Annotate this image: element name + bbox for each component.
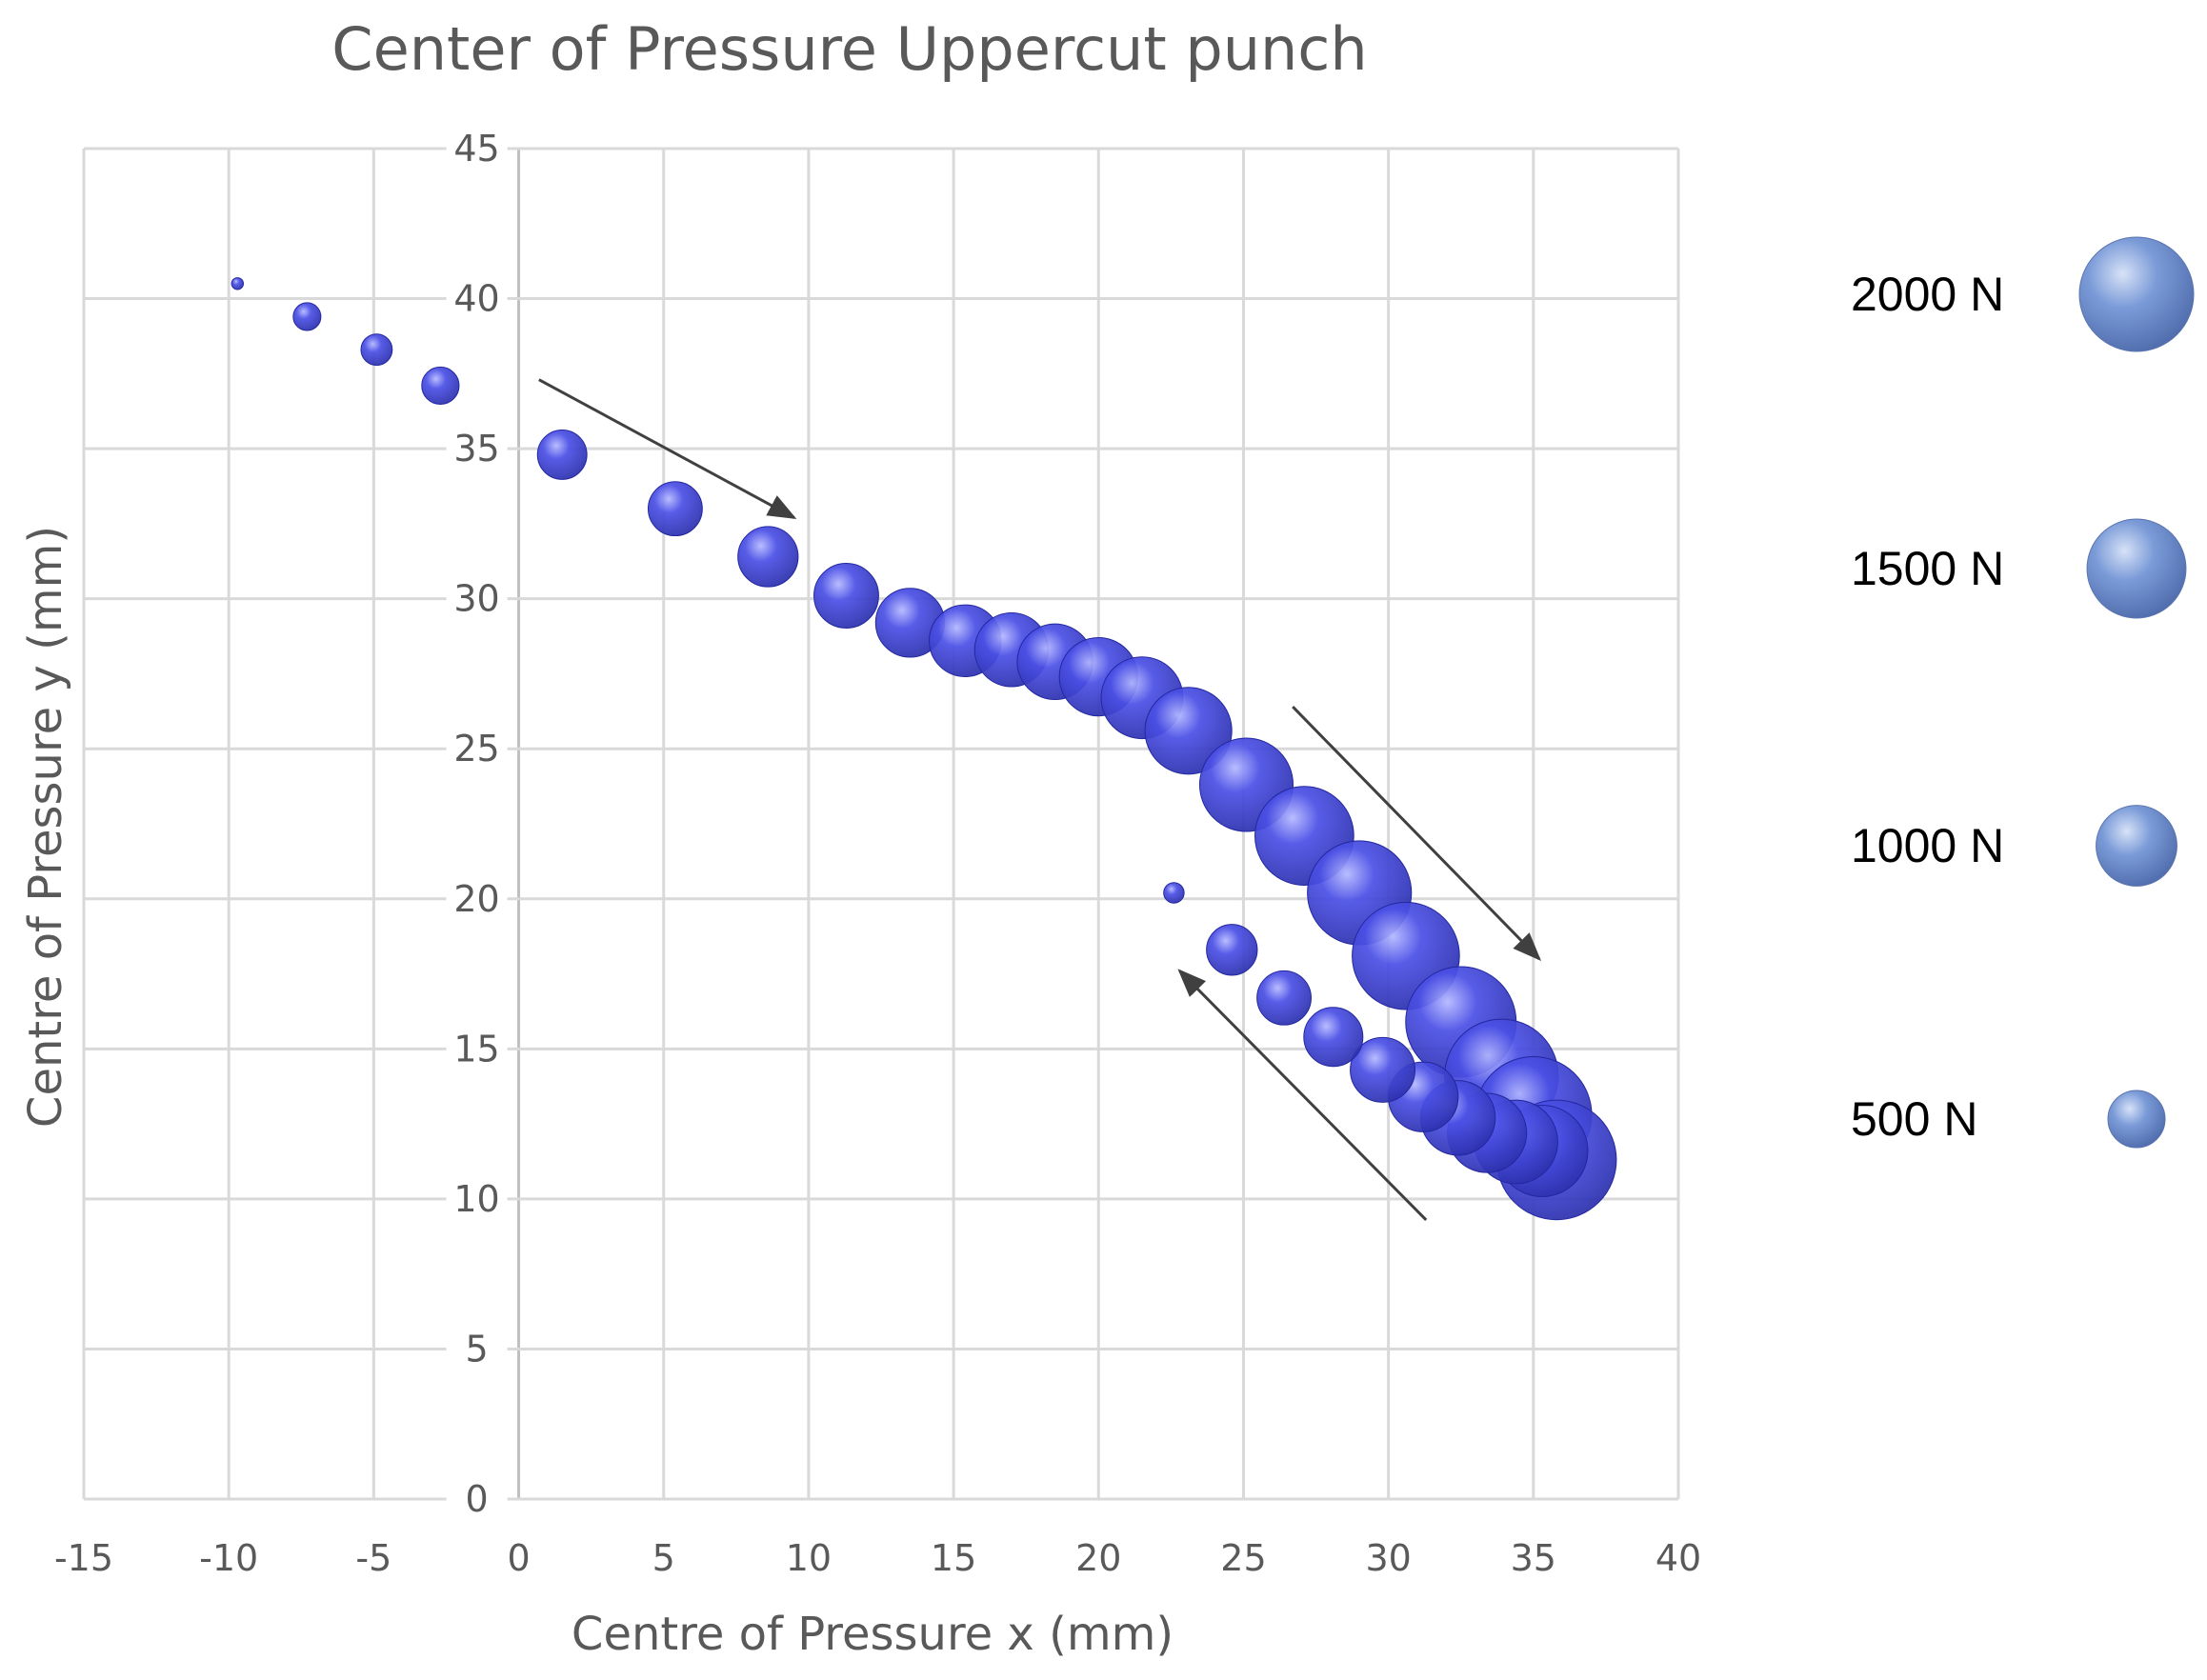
x-tick-label: 15 (931, 1537, 976, 1579)
y-tick-label: 40 (453, 278, 499, 320)
x-tick-label: -10 (199, 1537, 258, 1579)
bubble-point (292, 302, 322, 331)
x-tick-label: 20 (1075, 1537, 1121, 1579)
y-axis-ticks: 0 5 10 15 20 25 30 35 40 45 (446, 128, 508, 1520)
bubble-point (231, 277, 245, 290)
bubble-point (536, 429, 588, 480)
legend-label: 2000 N (1851, 268, 2004, 321)
x-tick-label: 10 (786, 1537, 832, 1579)
x-tick-label: -15 (54, 1537, 113, 1579)
bubble-point (813, 563, 879, 629)
y-tick-label-bg (446, 128, 508, 170)
legend-bubble (2107, 1090, 2166, 1149)
size-legend: 2000 N 1500 N 1000 N 500 N (1851, 236, 2195, 1149)
direction-arrow (538, 378, 797, 520)
bubble-point (421, 366, 460, 406)
y-tick-label: 0 (465, 1478, 488, 1520)
y-tick-label: 45 (453, 128, 499, 170)
direction-arrow (1177, 969, 1428, 1222)
legend-bubble (2078, 236, 2195, 352)
gridlines (82, 147, 1680, 1501)
y-tick-label: 20 (453, 878, 499, 920)
bubble-point (1350, 1036, 1416, 1103)
bubble-point (737, 526, 799, 588)
x-tick-label: 0 (507, 1537, 530, 1579)
bubble-series (231, 277, 1617, 1221)
direction-arrow (1292, 706, 1542, 961)
x-axis-title: Centre of Pressure x (mm) (572, 1608, 1174, 1661)
y-tick-label: 15 (453, 1028, 499, 1070)
x-tick-label: 40 (1655, 1537, 1701, 1579)
y-tick-label: 30 (453, 578, 499, 620)
legend-label: 1500 N (1851, 542, 2004, 595)
y-tick-label-bg (446, 1028, 508, 1070)
y-tick-label: 5 (465, 1328, 488, 1370)
y-tick-label-bg (446, 1478, 508, 1520)
y-tick-label-bg (446, 428, 508, 470)
chart-title: Center of Pressure Uppercut punch (331, 14, 1367, 84)
legend-label: 500 N (1851, 1092, 1977, 1146)
bubble-point (1303, 1007, 1364, 1068)
y-tick-label-bg (446, 728, 508, 770)
bubble-point (1256, 970, 1312, 1026)
y-tick-label: 35 (453, 428, 499, 470)
bubble-point (647, 481, 703, 537)
y-axis-title: Centre of Pressure y (mm) (19, 526, 72, 1128)
legend-label: 1000 N (1851, 819, 2004, 872)
bubble-point (360, 333, 393, 367)
direction-arrows (538, 378, 1542, 1222)
y-tick-label-bg (446, 277, 508, 320)
legend-bubble (2096, 805, 2177, 887)
x-tick-label: 30 (1365, 1537, 1411, 1579)
bubble-point (1206, 924, 1258, 976)
x-axis-ticks: -15 -10 -5 0 5 10 15 20 25 30 35 40 (54, 1537, 1701, 1579)
x-tick-label: 35 (1511, 1537, 1556, 1579)
series-1 (1163, 882, 1589, 1197)
bubble-point (1144, 687, 1233, 775)
y-tick-label: 25 (453, 728, 499, 770)
y-tick-label-bg (446, 577, 508, 620)
bubble-point (1163, 882, 1185, 904)
y-tick-label-bg (446, 1177, 508, 1220)
x-tick-label: 25 (1220, 1537, 1266, 1579)
x-tick-label: 5 (652, 1537, 675, 1579)
y-tick-label-bg (446, 877, 508, 920)
legend-bubble (2086, 518, 2187, 619)
y-tick-label-bg (446, 1328, 508, 1370)
y-tick-label: 10 (453, 1178, 499, 1220)
x-tick-label: -5 (355, 1537, 391, 1579)
